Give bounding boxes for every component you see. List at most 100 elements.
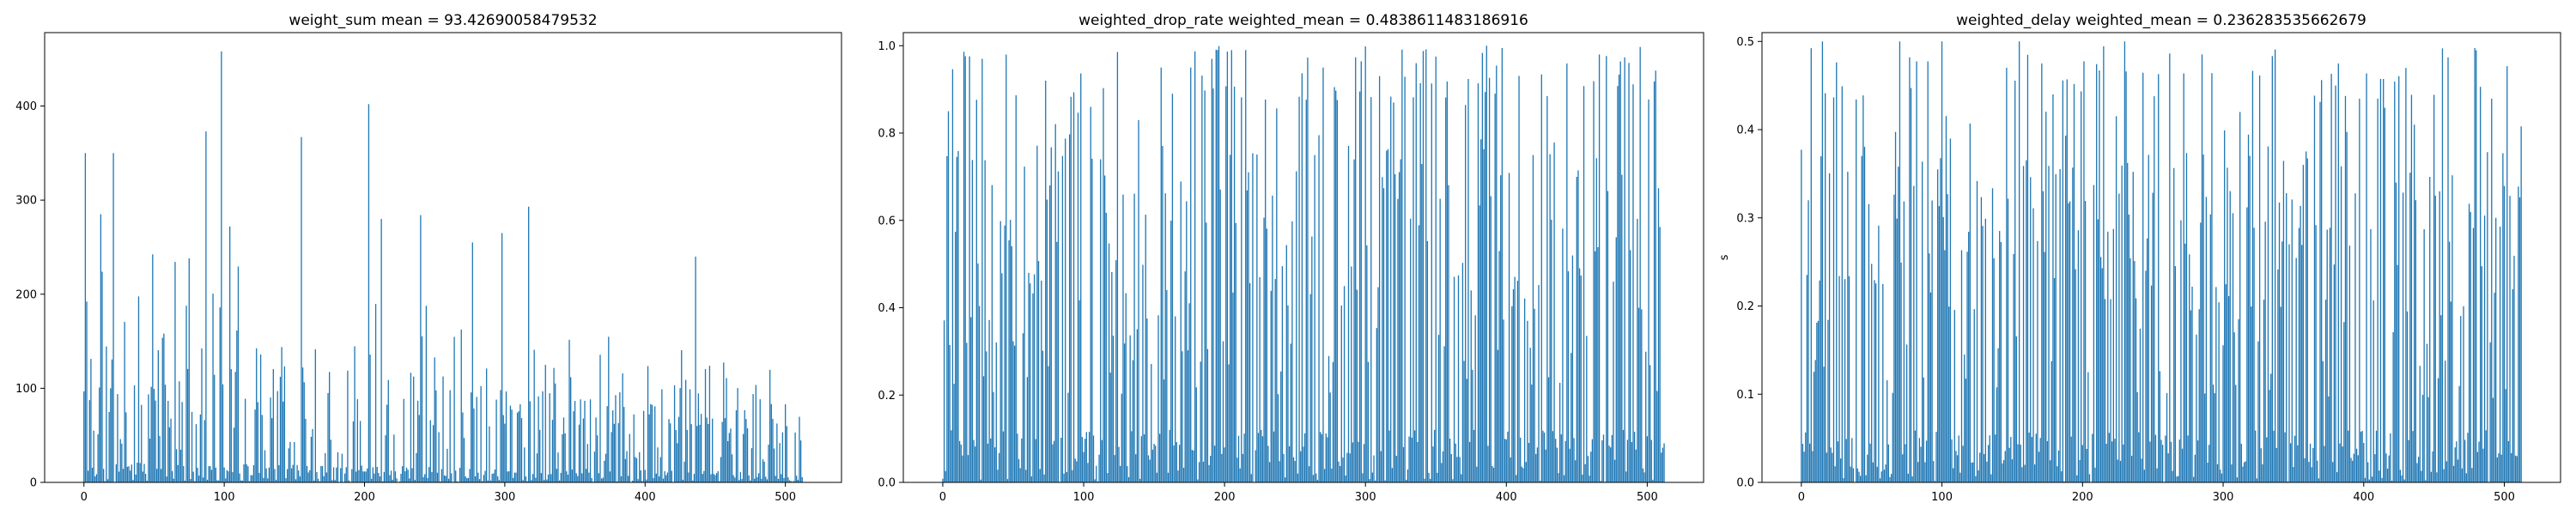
- bar: [2224, 130, 2226, 482]
- bar: [2372, 300, 2374, 482]
- bar: [647, 366, 649, 482]
- bar: [1315, 473, 1317, 482]
- bar: [1043, 474, 1045, 482]
- bar: [2243, 462, 2245, 482]
- bar: [132, 480, 134, 482]
- bar: [420, 215, 422, 483]
- bar: [1512, 289, 1515, 482]
- bar: [1995, 434, 1996, 482]
- bar: [2267, 146, 2269, 482]
- bar: [1352, 442, 1354, 482]
- bar: [1171, 94, 1174, 482]
- bar: [177, 464, 179, 482]
- bar: [1953, 310, 1955, 482]
- bar: [1887, 444, 1890, 482]
- bar: [1893, 194, 1895, 482]
- chart-svg: 0 100 200 300 400 500 0.0 0.1 0.2 0.3 0.4 0.5 s: [1718, 32, 2561, 504]
- bar: [564, 433, 566, 482]
- bar: [1002, 431, 1005, 482]
- bar: [1391, 468, 1394, 482]
- bar: [1551, 219, 1552, 483]
- bar: [588, 472, 590, 482]
- bar: [1327, 355, 1330, 482]
- bar: [455, 470, 457, 482]
- bar: [422, 476, 424, 482]
- bar: [2077, 230, 2080, 482]
- bar: [1467, 79, 1469, 482]
- bar: [2048, 166, 2050, 483]
- bar: [1175, 316, 1176, 482]
- bar: [697, 393, 700, 482]
- bar: [1927, 61, 1929, 483]
- bar: [281, 347, 283, 482]
- bar: [232, 472, 234, 482]
- bar: [766, 479, 769, 482]
- bar: [1285, 245, 1287, 482]
- bar: [276, 391, 278, 482]
- bar: [1942, 216, 1944, 482]
- bar: [2492, 397, 2494, 482]
- bar: [383, 471, 386, 482]
- bar: [593, 451, 596, 482]
- bar: [1105, 212, 1107, 483]
- bar: [1628, 63, 1630, 482]
- bar: [1249, 282, 1251, 482]
- bar: [2298, 227, 2300, 482]
- bar: [1443, 346, 1445, 482]
- bar: [2518, 197, 2521, 482]
- bar: [2123, 41, 2126, 482]
- bar: [2336, 472, 2338, 482]
- bar: [977, 263, 979, 482]
- bar: [2094, 467, 2096, 482]
- bar: [2434, 195, 2436, 483]
- bar: [1645, 351, 1647, 482]
- bar: [108, 411, 110, 482]
- bar: [986, 351, 987, 482]
- bar: [1018, 458, 1020, 482]
- bar: [2460, 316, 2462, 482]
- bar: [738, 480, 740, 482]
- bar: [2399, 470, 2401, 482]
- bar: [1273, 431, 1275, 482]
- bar: [175, 449, 178, 482]
- bar: [2068, 203, 2069, 482]
- bar: [1869, 443, 1871, 482]
- bar-series: [83, 51, 803, 483]
- bar: [988, 319, 990, 482]
- bar: [2491, 98, 2493, 482]
- bar: [491, 474, 493, 482]
- bar: [378, 472, 380, 482]
- bar: [473, 408, 475, 482]
- bar: [1151, 449, 1154, 482]
- bar: [984, 160, 986, 482]
- y-tick-label: 0.2: [878, 390, 896, 403]
- bar: [1233, 86, 1236, 483]
- bar: [2167, 453, 2169, 482]
- bar: [1312, 475, 1315, 482]
- bar: [2271, 56, 2273, 482]
- bar: [651, 404, 653, 482]
- bar: [1448, 185, 1449, 483]
- bar: [1922, 161, 1923, 483]
- bar: [303, 382, 305, 482]
- bar: [2233, 332, 2235, 482]
- bar: [2360, 431, 2362, 482]
- bar: [2344, 95, 2347, 482]
- bar: [1820, 156, 1822, 482]
- y-tick-label: 400: [15, 100, 37, 113]
- bar: [208, 465, 210, 482]
- bar: [2505, 389, 2506, 482]
- bar: [1615, 237, 1617, 482]
- bar: [2335, 85, 2336, 482]
- bar: [234, 372, 236, 482]
- bar: [2437, 378, 2439, 482]
- bar: [181, 402, 183, 482]
- bar: [2146, 238, 2148, 482]
- bar: [1138, 119, 1139, 482]
- bar: [414, 480, 416, 482]
- bar: [515, 472, 517, 482]
- bar: [1380, 451, 1382, 482]
- bar: [1084, 439, 1086, 482]
- bar: [2454, 447, 2456, 482]
- bar: [2143, 470, 2146, 482]
